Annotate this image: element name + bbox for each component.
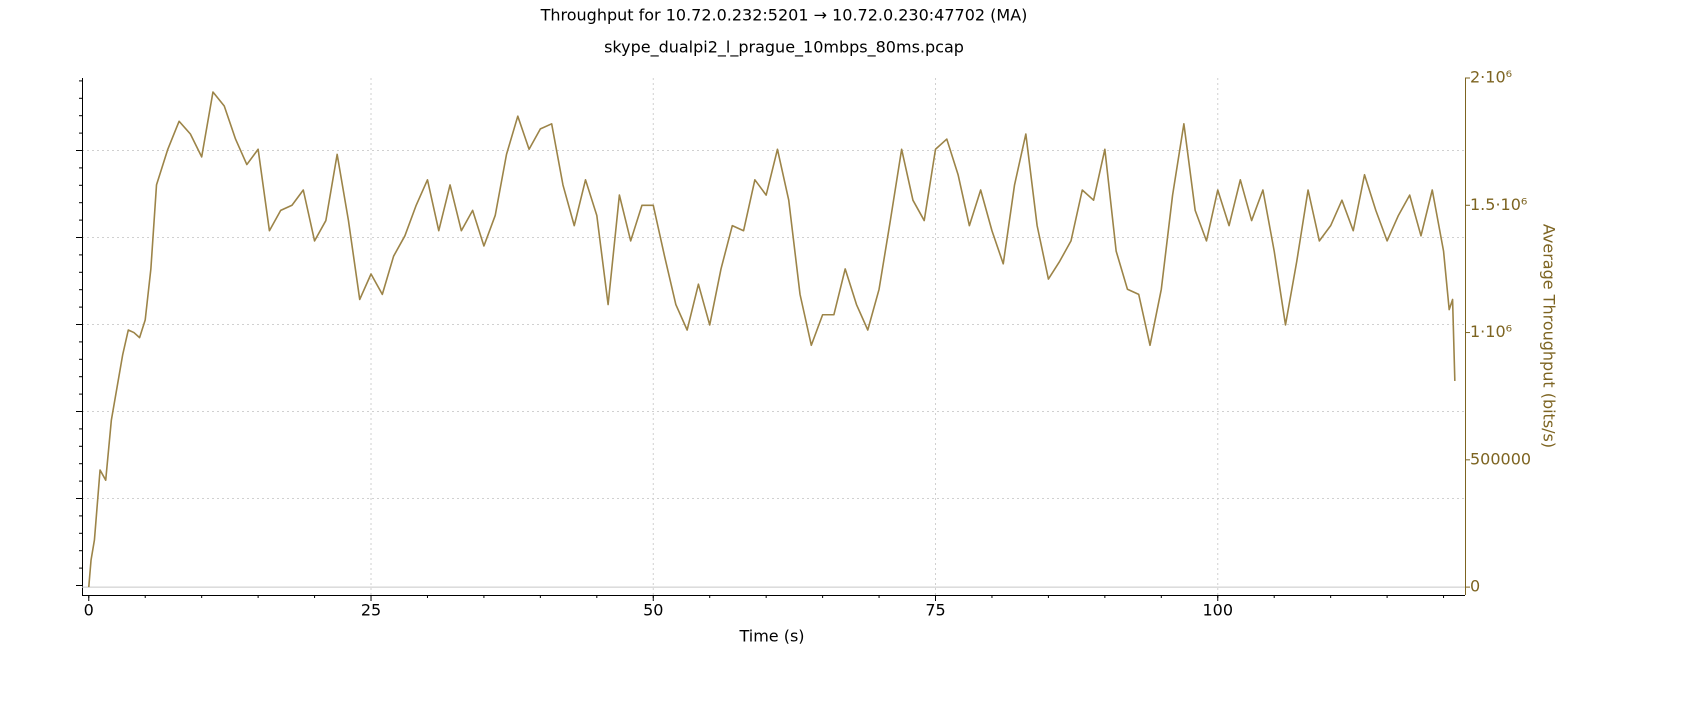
y-tick-label: 500000 — [1470, 449, 1531, 468]
y-tick-label: 1.5·10⁶ — [1470, 195, 1527, 214]
y-axis-label: Average Throughput (bits/s) — [1540, 224, 1559, 448]
data-line — [87, 91, 1456, 588]
x-tick-label: 50 — [643, 601, 663, 620]
y-tick-label: 2·10⁶ — [1470, 68, 1512, 87]
y-tick-label: 0 — [1470, 577, 1480, 596]
y-tick-label: 1·10⁶ — [1470, 322, 1512, 341]
chart-subtitle: skype_dualpi2_l_prague_10mbps_80ms.pcap — [604, 38, 964, 58]
x-tick-label: 0 — [84, 601, 94, 620]
x-axis-label: Time (s) — [738, 627, 804, 646]
x-tick-label: 100 — [1202, 601, 1233, 620]
x-tick-label: 75 — [925, 601, 945, 620]
left-axis — [76, 78, 83, 595]
chart-title: Throughput for 10.72.0.232:5201 → 10.72.… — [540, 6, 1028, 25]
left-grid — [82, 150, 1465, 499]
x-tick-label: 25 — [361, 601, 381, 620]
